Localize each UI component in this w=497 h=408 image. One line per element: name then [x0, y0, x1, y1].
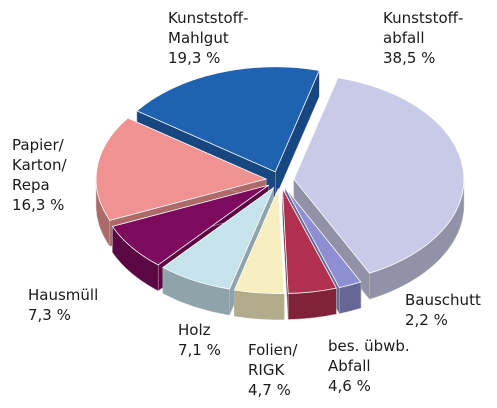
- slice-label: Hausmüll 7,3 %: [28, 285, 98, 325]
- slice: [282, 188, 337, 294]
- value-label: 2,2 %: [405, 311, 448, 329]
- slice: [162, 186, 275, 290]
- slice-label: Holz 7,1 %: [178, 320, 221, 360]
- slice: [136, 66, 320, 173]
- slice: [293, 77, 465, 274]
- slice: [284, 187, 362, 289]
- value-label: 4,6 %: [328, 377, 371, 395]
- value-label: 38,5 %: [383, 49, 436, 67]
- slice-label: Kunststoff- Mahlgut 19,3 %: [168, 8, 248, 68]
- value-label: 4,7 %: [248, 381, 291, 399]
- value-label: 7,3 %: [28, 306, 71, 324]
- category-name: Folien/ RIGK: [248, 341, 298, 379]
- slice: [111, 184, 269, 266]
- slice-side: [234, 289, 285, 320]
- value-label: 7,1 %: [178, 341, 221, 359]
- slice: [233, 188, 285, 294]
- category-name: Holz: [178, 321, 211, 339]
- category-name: Bauschutt: [405, 291, 481, 309]
- slice: [95, 117, 268, 221]
- category-name: Papier/ Karton/ Repa: [12, 136, 67, 194]
- value-label: 16,3 %: [12, 196, 65, 214]
- category-name: Kunststoff- Mahlgut: [168, 9, 249, 47]
- value-label: 19,3 %: [168, 49, 221, 67]
- slice-label: Kunststoff- abfall 38,5 %: [383, 8, 463, 68]
- slice-label: Papier/ Karton/ Repa 16,3 %: [12, 135, 67, 215]
- category-name: Hausmüll: [28, 286, 99, 304]
- slice-label: bes. übwb. Abfall 4,6 %: [328, 336, 410, 396]
- slice-label: Bauschutt 2,2 %: [405, 290, 481, 330]
- category-name: bes. übwb. Abfall: [328, 337, 410, 375]
- slice-label: Folien/ RIGK 4,7 %: [248, 340, 297, 400]
- category-name: Kunststoff- abfall: [383, 9, 464, 47]
